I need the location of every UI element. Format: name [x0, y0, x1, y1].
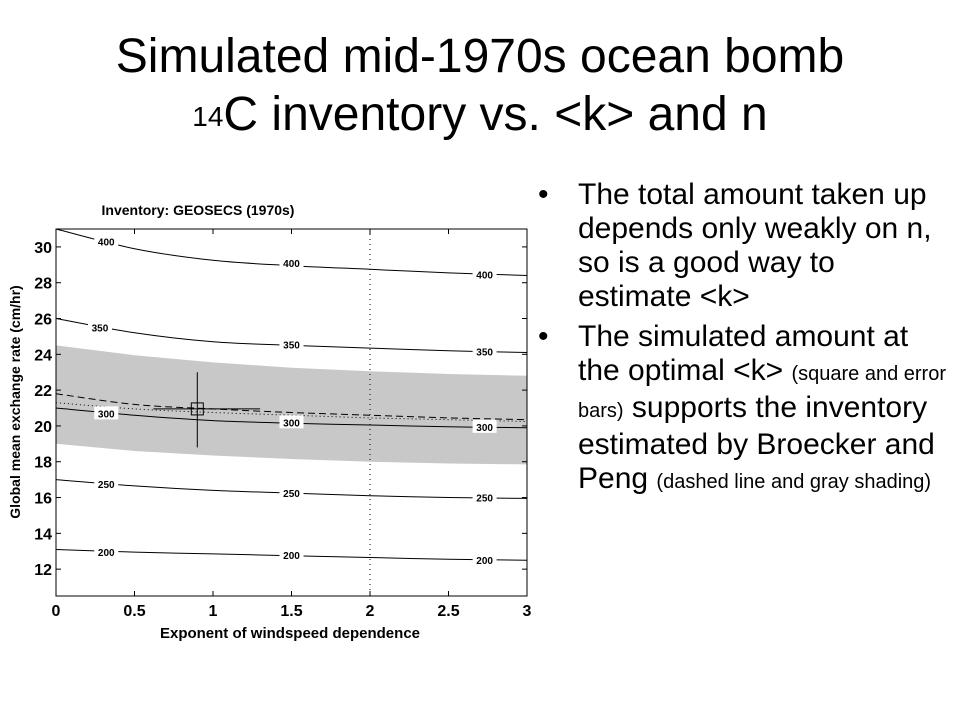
- y-tick-label: 20: [34, 419, 52, 436]
- contour-label: 300: [476, 423, 493, 434]
- contour-label: 350: [476, 348, 493, 359]
- contour-label-bg: [472, 553, 497, 567]
- contour-label: 250: [283, 489, 300, 500]
- uncertainty-shading: [56, 345, 527, 465]
- contour-label-bg: [279, 486, 304, 500]
- x-tick-label: 0.5: [123, 603, 145, 620]
- contour-label-bg: [472, 267, 497, 281]
- title-superscript: 14: [192, 101, 224, 132]
- contour-label-bg: [94, 234, 119, 248]
- x-tick-label: 3: [523, 603, 532, 620]
- contour-label-bg: [279, 337, 304, 351]
- x-tick-label: 1.5: [280, 603, 302, 620]
- contour-label: 400: [476, 271, 493, 282]
- contour-label: 200: [283, 551, 300, 562]
- contour-label: 200: [476, 556, 493, 567]
- title-line-1: Simulated mid-1970s ocean bomb: [115, 30, 845, 83]
- bullet-item-1: The total amount taken up depends only w…: [538, 178, 948, 314]
- x-axis-label: Exponent of windspeed dependence: [160, 625, 420, 642]
- bullet-2-text-a: The simulated amount at the optimal <k>: [578, 320, 909, 387]
- bullet-item-2: The simulated amount at the optimal <k> …: [538, 320, 948, 499]
- contour-label-bg: [279, 256, 304, 270]
- bullet-2-note-a: (square and error bars): [578, 363, 946, 422]
- contour-label: 250: [476, 494, 493, 505]
- contour-label-bg: [94, 545, 119, 559]
- contour-label-bg: [472, 419, 497, 433]
- contour-label-bg: [94, 406, 119, 420]
- y-tick-label: 14: [34, 526, 52, 543]
- contour-label: 350: [283, 340, 300, 351]
- contour-label: 300: [283, 418, 300, 429]
- bullet-list: The total amount taken up depends only w…: [538, 178, 948, 505]
- slide-title: Simulated mid-1970s ocean bomb 14C inven…: [0, 28, 960, 144]
- y-tick-label: 24: [34, 347, 52, 364]
- contour-label-bg: [472, 344, 497, 358]
- dashed-estimate-line: [55, 393, 528, 421]
- optimal-point-square: [190, 402, 204, 416]
- dotted-line: [55, 402, 528, 422]
- y-tick-label: 16: [34, 491, 52, 508]
- y-tick-label: 28: [34, 276, 52, 293]
- title-line-2-text: C inventory vs. <k> and n: [223, 88, 768, 141]
- x-tick-label: 1: [209, 603, 218, 620]
- y-tick-label: 22: [34, 383, 52, 400]
- contour-label-bg: [279, 415, 304, 429]
- bullet-2-note-b: (dashed line and gray shading): [656, 471, 932, 493]
- bullet-2-text-b: supports the inventory estimated by Broe…: [578, 391, 935, 495]
- contour-label-bg: [472, 490, 497, 504]
- chart-title: Inventory: GEOSECS (1970s): [102, 202, 295, 218]
- contour-label: 200: [98, 548, 115, 559]
- y-axis-label: Global mean exchange rate (cm/hr): [7, 285, 23, 518]
- contour-label: 350: [92, 323, 109, 334]
- y-tick-label: 18: [34, 455, 52, 472]
- y-tick-label: 12: [34, 562, 52, 579]
- contour-label: 400: [98, 238, 115, 249]
- contour-label-bg: [94, 477, 119, 491]
- x-tick-label: 2: [366, 603, 375, 620]
- contour-label: 400: [283, 259, 300, 270]
- x-tick-label: 0: [52, 603, 61, 620]
- y-tick-label: 30: [34, 240, 52, 257]
- contour-label: 300: [98, 409, 115, 420]
- y-tick-label: 26: [34, 312, 52, 329]
- contour-label-bg: [279, 547, 304, 561]
- bullet-1-text: The total amount taken up depends only w…: [578, 178, 932, 313]
- title-line-2: 14C inventory vs. <k> and n: [0, 86, 960, 144]
- contour-label: 250: [98, 480, 115, 491]
- x-tick-label: 2.5: [437, 603, 459, 620]
- contour-label-bg: [87, 320, 112, 334]
